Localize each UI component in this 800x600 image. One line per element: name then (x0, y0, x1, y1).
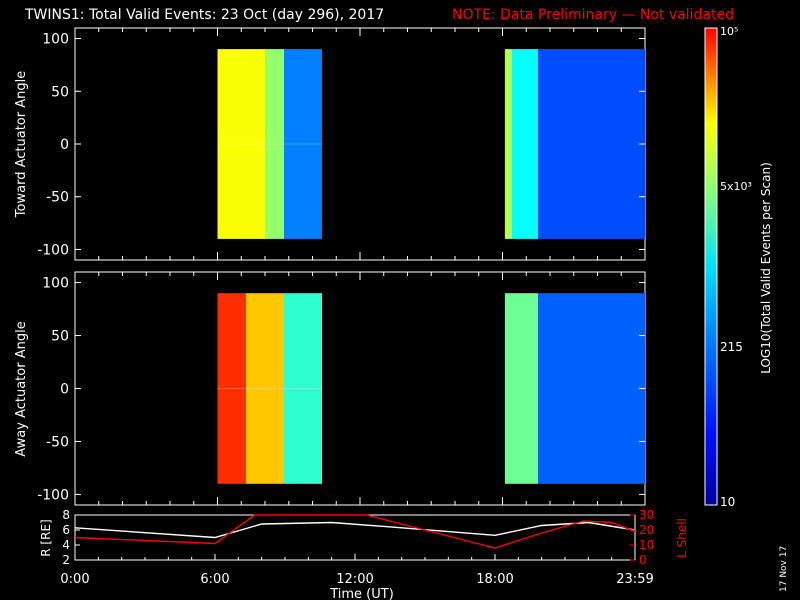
plot-title: TWINS1: Total Valid Events: 23 Oct (day … (24, 7, 384, 23)
y-tick-label: -100 (37, 242, 69, 258)
y-tick-label: -50 (46, 190, 69, 206)
lshell-tick-label: 10 (639, 538, 654, 552)
y-tick-label: -100 (37, 487, 69, 503)
time-tick-label: 18:00 (476, 572, 513, 587)
colorbar-tick-label: 10 (720, 495, 735, 509)
away-x-ticks (74, 272, 646, 505)
lshell-axis-label: L Shell (675, 518, 689, 558)
heatmap-block (504, 293, 539, 484)
heatmap-block (284, 49, 322, 239)
colorbar-tick-label: 10⁵ (720, 25, 738, 38)
lshell-series-line (74, 514, 636, 549)
away-y-ticks: 100 50 0 -50 -100 (37, 276, 645, 503)
lshell-tick-label: 30 (639, 508, 654, 522)
heatmap-block (217, 49, 265, 239)
time-axis-label: Time (UT) (329, 587, 394, 600)
y-tick-label: 0 (60, 137, 69, 153)
y-tick-label: 100 (42, 276, 69, 292)
heatmap-block (246, 293, 284, 484)
timestamp: 17 Nov 17 (779, 546, 789, 592)
heatmap-block (284, 293, 322, 484)
y-tick-label: 0 (60, 382, 69, 398)
colorbar-tick-label: 215 (720, 340, 743, 354)
heatmap-block (512, 49, 539, 239)
time-tick-label: 12:00 (336, 572, 373, 587)
r-tick-label: 6 (62, 523, 70, 537)
toward-x-ticks (74, 28, 646, 260)
r-axis-label: R [RE] (39, 519, 53, 556)
time-tick-label: 23:59 (616, 572, 653, 587)
y-tick-label: -50 (46, 434, 69, 450)
toward-ylabel: Toward Actuator Angle (14, 71, 29, 218)
r-tick-label: 8 (62, 508, 70, 522)
lshell-tick-label: 20 (639, 523, 654, 537)
time-tick-label: 0:00 (60, 572, 89, 587)
y-tick-label: 100 (42, 32, 69, 48)
toward-heatmap (217, 49, 645, 239)
colorbar: 10⁵ 5x10³ 215 10 LOG10(Total Valid Event… (704, 25, 773, 509)
y-tick-label: 50 (51, 84, 69, 100)
toward-y-ticks: 100 50 0 -50 -100 (37, 32, 645, 258)
heatmap-block (538, 293, 645, 484)
time-tick-labels: 0:00 6:00 12:00 18:00 23:59 (60, 572, 653, 587)
lshell-tick-label: 0 (639, 553, 647, 567)
away-heatmap (217, 293, 645, 484)
toward-panel: 100 50 0 -50 -100 Toward Actuator Angle (14, 27, 646, 261)
r-tick-label: 2 (62, 553, 70, 567)
heatmap-block (217, 293, 246, 484)
heatmap-block (504, 49, 512, 239)
colorbar-label: LOG10(Total Valid Events per Scan) (759, 162, 773, 374)
orbit-lines (74, 514, 636, 549)
colorbar-gradient (704, 27, 718, 506)
heatmap-block (265, 49, 284, 239)
time-tick-label: 6:00 (200, 572, 229, 587)
y-tick-label: 50 (51, 329, 69, 345)
away-ylabel: Away Actuator Angle (14, 321, 29, 456)
preliminary-note: NOTE: Data Preliminary — Not validated (452, 7, 734, 23)
heatmap-block (538, 49, 645, 239)
colorbar-tick-label: 5x10³ (720, 180, 752, 193)
r-tick-label: 4 (62, 538, 70, 552)
away-panel: 100 50 0 -50 -100 Away Actuator Angle (14, 271, 646, 506)
orbit-panel-frame (74, 514, 636, 561)
